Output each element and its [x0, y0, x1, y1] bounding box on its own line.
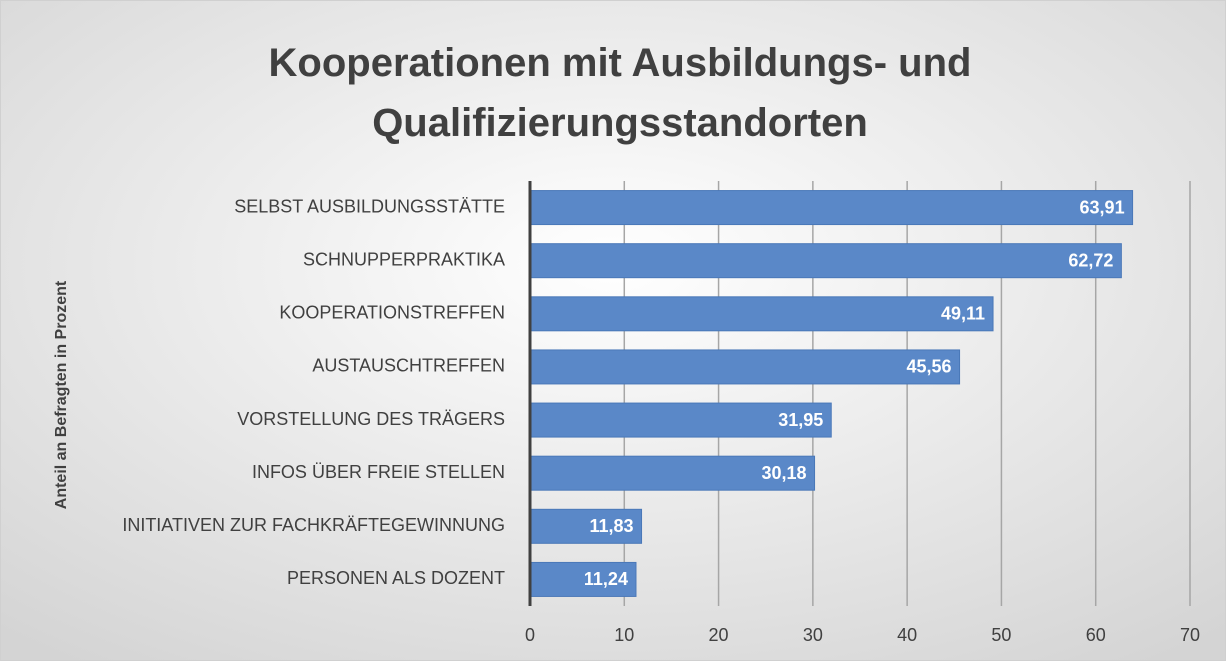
- y-tick-label: SELBST AUSBILDUNGSSTÄTTE: [234, 196, 505, 216]
- bar: [529, 243, 1122, 279]
- y-tick-label: SCHNUPPERPRAKTIKA: [303, 249, 505, 269]
- value-label: 30,18: [762, 463, 807, 483]
- bar: [529, 402, 832, 438]
- bar: [529, 190, 1134, 226]
- x-tick-label: 40: [897, 625, 917, 645]
- x-tick-label: 50: [991, 625, 1011, 645]
- value-label: 49,11: [941, 304, 985, 324]
- value-label: 45,56: [907, 357, 952, 377]
- bar: [529, 296, 994, 332]
- x-tick-label: 60: [1086, 625, 1106, 645]
- x-tick-label: 20: [709, 625, 729, 645]
- bar: [529, 508, 643, 544]
- value-label: 11,24: [584, 569, 628, 589]
- x-tick-label: 70: [1180, 625, 1200, 645]
- y-tick-label: KOOPERATIONSTREFFEN: [279, 303, 505, 323]
- y-tick-label: INITIATIVEN ZUR FACHKRÄFTEGEWINNUNG: [122, 515, 505, 535]
- value-label: 63,91: [1080, 197, 1125, 217]
- y-tick-label: AUSTAUSCHTREFFEN: [312, 356, 505, 376]
- x-tick-label: 0: [525, 625, 535, 645]
- y-tick-label: PERSONEN ALS DOZENT: [287, 568, 505, 588]
- value-label: 11,83: [589, 516, 633, 536]
- x-tick-label: 10: [614, 625, 634, 645]
- x-tick-label: 30: [803, 625, 823, 645]
- y-tick-label: INFOS ÜBER FREIE STELLEN: [252, 462, 505, 482]
- bar: [529, 349, 961, 385]
- value-label: 31,95: [778, 410, 823, 430]
- chart-title: Kooperationen mit Ausbildungs- und Qualif…: [269, 41, 972, 145]
- y-axis-title: Anteil an Befragten in Prozent: [53, 280, 70, 509]
- value-label: 62,72: [1068, 250, 1113, 270]
- y-tick-label: VORSTELLUNG DES TRÄGERS: [237, 409, 505, 429]
